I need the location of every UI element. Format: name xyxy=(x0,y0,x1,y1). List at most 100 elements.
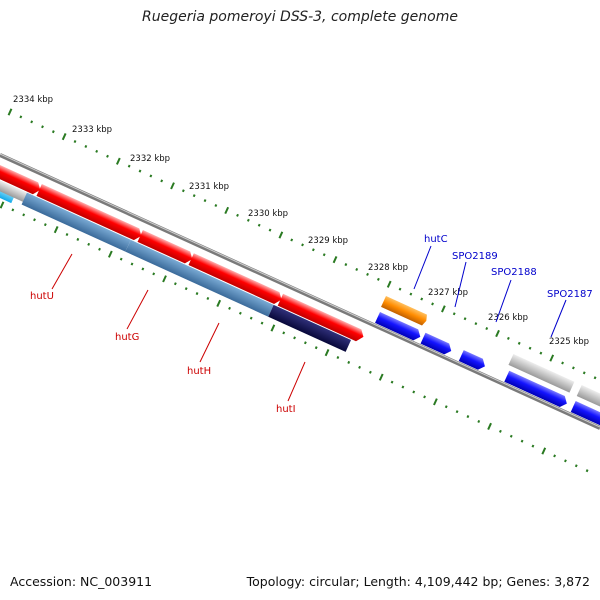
gene-steel-2[interactable] xyxy=(125,239,274,317)
ruler-tick xyxy=(314,346,318,350)
gene-label-hutG[interactable]: hutG xyxy=(115,332,139,343)
ruler-tick xyxy=(455,410,459,414)
ruler-tick xyxy=(173,282,177,286)
ruler-tick xyxy=(115,157,121,165)
ruler-tick xyxy=(495,329,500,338)
ruler-tick xyxy=(228,306,231,310)
ruler-tick xyxy=(236,213,239,217)
ruler-tick xyxy=(127,164,131,168)
ruler-tick xyxy=(119,257,123,261)
gene-label-SPO2188[interactable]: SPO2188 xyxy=(491,267,537,278)
kbp-labels: 2334 kbp 2333 kbp 2332 kbp 2331 kbp 2330… xyxy=(13,95,589,347)
gene-red-3[interactable] xyxy=(137,230,195,265)
gene-label-SPO2187[interactable]: SPO2187 xyxy=(547,289,593,300)
ruler-tick xyxy=(19,115,23,119)
gene-blue-4[interactable] xyxy=(504,370,569,409)
kbp-label: 2328 kbp xyxy=(368,263,408,273)
ruler-tick xyxy=(61,133,67,141)
ruler-tick xyxy=(585,469,589,473)
ruler-tick xyxy=(347,360,351,364)
ruler-tick xyxy=(149,174,153,178)
ruler-tick xyxy=(95,149,99,153)
ruler-tick xyxy=(423,395,426,399)
gene-blue-1[interactable] xyxy=(375,312,423,342)
red-gene-labels xyxy=(51,253,306,402)
ruler-tick xyxy=(76,237,80,241)
ruler-tick xyxy=(106,154,109,158)
gene-label-hutU[interactable]: hutU xyxy=(30,291,54,302)
ruler-tick xyxy=(98,247,101,251)
ruler-tick xyxy=(390,380,394,384)
ruler-tick xyxy=(368,370,372,374)
ruler-tick xyxy=(22,213,26,217)
kbp-label: 2327 kbp xyxy=(428,288,468,298)
ruler-tick xyxy=(528,346,532,350)
ruler-tick xyxy=(376,277,380,281)
kbp-label: 2330 kbp xyxy=(248,209,288,219)
ruler-tick xyxy=(0,201,5,209)
gene-grey-left[interactable] xyxy=(0,173,29,203)
gene-red-4[interactable] xyxy=(188,253,284,306)
ruler-tick xyxy=(303,341,307,345)
gene-blue-2[interactable] xyxy=(420,332,454,357)
ruler-tick xyxy=(206,296,210,300)
ruler-tick xyxy=(520,439,524,443)
ruler-tick xyxy=(441,305,446,313)
ruler-tick xyxy=(84,144,88,148)
ruler-tick xyxy=(224,206,230,215)
ruler-tick xyxy=(398,287,402,291)
ruler-tick xyxy=(509,434,513,438)
ruler-tick xyxy=(485,327,489,331)
gene-label-hutH[interactable]: hutH xyxy=(187,366,211,377)
ruler-tick xyxy=(593,376,597,380)
ruler-tick xyxy=(420,297,424,301)
ruler-tick xyxy=(270,324,276,332)
ruler-tick xyxy=(65,233,69,237)
kbp-label: 2331 kbp xyxy=(189,182,229,192)
ruler-tick xyxy=(107,250,113,258)
ruler-tick xyxy=(322,253,326,257)
gene-orange[interactable] xyxy=(381,296,429,326)
gene-red-2[interactable] xyxy=(36,184,143,242)
gene-label-SPO2189[interactable]: SPO2189 xyxy=(452,251,498,262)
ruler-tick xyxy=(466,415,470,419)
gene-steel-1[interactable] xyxy=(21,192,131,252)
ruler-tick xyxy=(73,140,77,144)
ruler-tick xyxy=(311,248,315,252)
gene-red-1[interactable] xyxy=(0,160,43,196)
ruler-tick xyxy=(290,238,294,242)
ruler-tick xyxy=(324,349,330,357)
gene-label-hutI[interactable]: hutI xyxy=(276,404,296,415)
ticks-outer xyxy=(7,108,597,380)
ruler-tick xyxy=(268,228,272,232)
ruler-tick xyxy=(444,405,448,409)
ruler-tick xyxy=(214,204,218,208)
ruler-tick xyxy=(192,194,196,198)
gene-cyan[interactable] xyxy=(0,179,16,204)
accession-text: Accession: NC_003911 xyxy=(10,574,153,589)
ruler-tick xyxy=(412,390,416,394)
ruler-tick xyxy=(358,365,361,369)
kbp-label: 2326 kbp xyxy=(488,313,528,323)
ruler-tick xyxy=(162,275,167,283)
ruler-tick xyxy=(344,263,348,267)
ruler-tick xyxy=(278,231,284,239)
ruler-tick xyxy=(378,373,384,381)
ruler-tick xyxy=(293,336,296,340)
kbp-label: 2334 kbp xyxy=(13,95,53,105)
ruler-tick xyxy=(216,299,222,308)
gene-track-right-lower xyxy=(375,312,600,433)
gene-blue-3[interactable] xyxy=(458,350,488,372)
ruler-tick xyxy=(130,262,134,266)
map-title: Ruegeria pomeroyi DSS-3, complete genome xyxy=(142,9,458,25)
ruler-tick xyxy=(282,331,286,335)
gene-blue-5[interactable] xyxy=(570,401,600,433)
gene-red-5[interactable] xyxy=(277,293,366,344)
gene-grey-1[interactable] xyxy=(508,353,575,393)
gene-label-hutC[interactable]: hutC xyxy=(424,234,448,245)
ruler-tick xyxy=(463,317,467,321)
ruler-tick xyxy=(41,125,44,129)
ruler-tick xyxy=(11,208,15,212)
gene-navy[interactable] xyxy=(268,304,352,352)
ruler-tick xyxy=(246,218,250,222)
